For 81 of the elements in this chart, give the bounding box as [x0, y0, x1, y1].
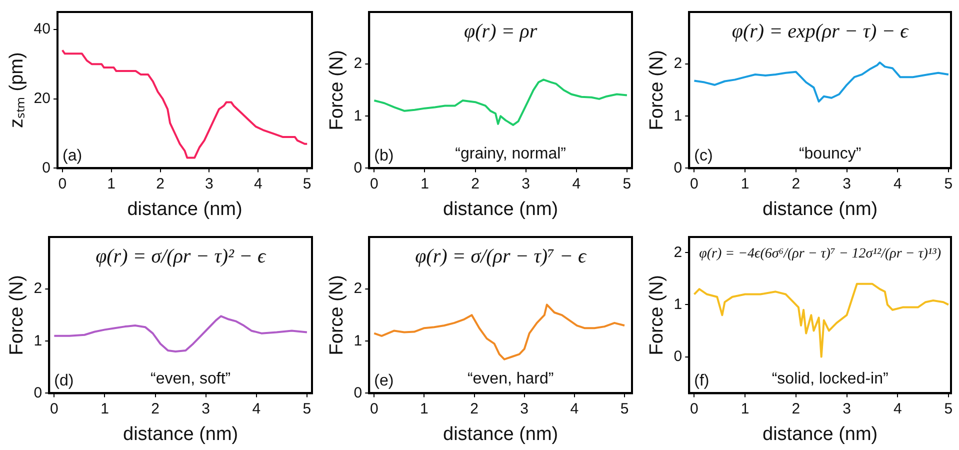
- x-tick-label: 0: [58, 175, 67, 192]
- annotation: (a): [62, 148, 82, 165]
- y-tick-label: 0: [354, 384, 362, 402]
- x-axis-title: distance (nm): [443, 424, 558, 445]
- x-tick-label: 1: [420, 175, 429, 192]
- annotation: φ(r) = −4ϵ(6σ⁶/(ρr − τ)⁷ − 12σ¹²/(ρr − τ)¹³): [699, 246, 942, 262]
- x-tick-label: 2: [792, 175, 800, 192]
- x-tick-label: 0: [370, 400, 378, 418]
- x-tick-label: 1: [420, 400, 428, 418]
- x-tick-label: 2: [156, 175, 164, 192]
- x-axis-title: distance (nm): [762, 198, 878, 220]
- annotation: (c): [694, 148, 713, 165]
- annotation: φ(r) = exp(ρr − τ) − ϵ: [732, 20, 910, 42]
- x-axis-title: distance (nm): [443, 198, 558, 220]
- x-tick-label: 3: [522, 175, 530, 192]
- y-axis-title: Force (N): [646, 274, 668, 356]
- y-tick-label: 1: [674, 107, 682, 124]
- x-tick-label: 5: [620, 400, 629, 418]
- annotation: “bouncy”: [798, 146, 862, 163]
- x-tick-label: 4: [570, 400, 579, 418]
- x-tick-label: 3: [842, 400, 851, 418]
- y-tick-label: 0: [354, 159, 362, 176]
- annotation: “even, soft”: [150, 370, 231, 388]
- y-tick-label: 1: [34, 332, 42, 350]
- y-tick-label: 2: [354, 55, 362, 72]
- x-tick-label: 4: [252, 400, 261, 418]
- x-tick-label: 3: [842, 175, 851, 192]
- y-tick-label: 1: [354, 107, 362, 124]
- x-tick-label: 4: [893, 400, 902, 418]
- y-tick-label: 0: [674, 348, 682, 365]
- y-axis-title: Force (N): [6, 274, 28, 356]
- x-tick-label: 0: [690, 175, 698, 192]
- y-tick-label: 0: [674, 159, 682, 176]
- x-tick-label: 3: [205, 175, 214, 192]
- y-tick-label: 2: [34, 280, 42, 298]
- x-axis-title: distance (nm): [762, 424, 878, 445]
- annotation: (d): [54, 372, 74, 390]
- annotation: “grainy, normal”: [455, 146, 566, 163]
- x-tick-label: 1: [107, 175, 116, 192]
- x-tick-label: 2: [151, 400, 160, 418]
- x-tick-label: 1: [100, 400, 109, 418]
- x-tick-label: 5: [944, 400, 953, 418]
- annotation: (f): [694, 372, 710, 390]
- x-tick-label: 2: [470, 400, 478, 418]
- annotation: (b): [374, 148, 394, 165]
- annotation: φ(r) = ρr: [464, 20, 538, 42]
- x-tick-label: 1: [740, 175, 750, 192]
- x-tick-label: 1: [740, 400, 750, 418]
- x-tick-label: 5: [302, 175, 312, 192]
- y-axis-title: zₛₜₘ (pm): [6, 52, 28, 128]
- x-tick-label: 3: [202, 400, 210, 418]
- y-axis-title: Force (N): [326, 274, 348, 356]
- y-axis-title: Force (N): [326, 50, 348, 130]
- y-tick-label: 20: [34, 90, 50, 107]
- x-tick-label: 4: [893, 175, 902, 192]
- y-tick-label: 2: [354, 280, 362, 298]
- y-tick-label: 0: [42, 159, 50, 176]
- annotation: φ(r) = σ/(ρr − τ)² − ϵ: [96, 245, 267, 268]
- annotation: (e): [374, 372, 394, 390]
- y-tick-label: 1: [674, 296, 682, 313]
- x-tick-label: 0: [690, 400, 698, 418]
- x-tick-label: 2: [792, 400, 800, 418]
- x-tick-label: 5: [944, 175, 953, 192]
- x-tick-label: 5: [622, 175, 632, 192]
- x-tick-label: 4: [572, 175, 581, 192]
- annotation: φ(r) = σ/(ρr − τ)⁷ − ϵ: [415, 245, 587, 268]
- x-tick-label: 2: [471, 175, 480, 192]
- x-tick-label: 5: [302, 400, 312, 418]
- y-tick-label: 40: [34, 20, 50, 38]
- x-tick-label: 4: [254, 175, 262, 192]
- y-tick-label: 0: [34, 384, 42, 402]
- x-axis-title: distance (nm): [127, 198, 242, 220]
- y-tick-label: 1: [354, 332, 362, 350]
- annotation: “solid, locked-in”: [772, 370, 888, 388]
- y-axis-title: Force (N): [646, 50, 668, 130]
- y-tick-label: 2: [674, 244, 682, 261]
- y-tick-label: 2: [674, 55, 682, 72]
- annotation: “even, hard”: [467, 370, 554, 388]
- x-tick-label: 0: [370, 175, 378, 192]
- x-axis-title: distance (nm): [123, 424, 238, 445]
- x-tick-label: 3: [520, 400, 529, 418]
